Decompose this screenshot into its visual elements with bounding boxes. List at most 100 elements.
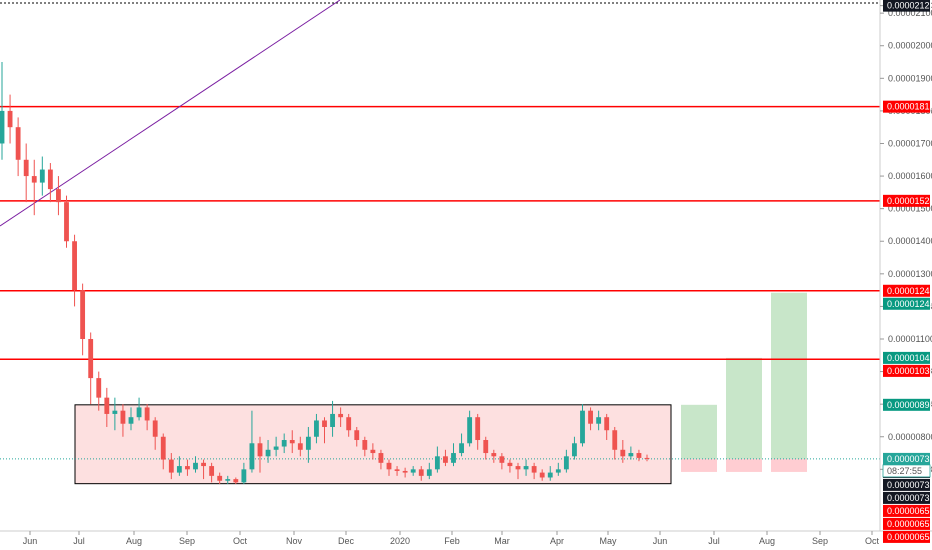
candle[interactable]	[580, 404, 585, 447]
candle[interactable]	[72, 234, 77, 307]
candle[interactable]	[539, 469, 545, 481]
candle[interactable]	[636, 449, 642, 462]
candle[interactable]	[410, 466, 416, 476]
candle[interactable]	[281, 433, 287, 454]
candles-layer[interactable]	[0, 62, 650, 484]
candle[interactable]	[160, 433, 166, 470]
candle[interactable]	[56, 176, 61, 216]
candle[interactable]	[23, 143, 29, 203]
stop-zone-1[interactable]	[681, 458, 717, 472]
candle[interactable]	[249, 410, 255, 473]
candle[interactable]	[7, 94, 13, 144]
candle-body	[547, 472, 553, 478]
candle[interactable]	[451, 443, 456, 467]
candle[interactable]	[588, 407, 593, 431]
candle[interactable]	[483, 436, 489, 460]
candle[interactable]	[555, 462, 561, 476]
candle[interactable]	[354, 426, 360, 447]
candle[interactable]	[547, 466, 553, 481]
candle[interactable]	[628, 446, 634, 460]
candle[interactable]	[152, 417, 158, 450]
candle[interactable]	[596, 410, 602, 431]
candle[interactable]	[225, 475, 231, 484]
candle[interactable]	[168, 453, 174, 480]
candle[interactable]	[386, 459, 392, 476]
candle[interactable]	[612, 426, 618, 460]
candle[interactable]	[434, 446, 440, 473]
candle[interactable]	[88, 332, 94, 405]
candle-body	[596, 417, 602, 424]
candle[interactable]	[314, 413, 319, 444]
price-tag-bg	[883, 452, 930, 465]
candle[interactable]	[604, 413, 610, 441]
candle[interactable]	[136, 397, 142, 421]
candle[interactable]	[402, 467, 408, 478]
candle[interactable]	[644, 454, 650, 462]
candle[interactable]	[338, 407, 344, 427]
candle[interactable]	[120, 404, 126, 437]
candle[interactable]	[15, 117, 21, 177]
candle[interactable]	[459, 433, 464, 457]
candle[interactable]	[297, 436, 303, 457]
stop-zone-3[interactable]	[771, 458, 807, 472]
candle[interactable]	[104, 387, 110, 427]
candle[interactable]	[362, 436, 368, 457]
candle[interactable]	[370, 443, 376, 460]
candle[interactable]	[0, 62, 5, 160]
candle[interactable]	[531, 462, 537, 480]
candle[interactable]	[64, 195, 69, 248]
candle[interactable]	[80, 283, 86, 356]
candle[interactable]	[257, 436, 263, 473]
candle-body	[322, 420, 327, 427]
price-tag-bg	[883, 194, 930, 207]
x-tick-label: Jun	[23, 536, 38, 546]
candle[interactable]	[572, 436, 577, 460]
candle[interactable]	[241, 462, 247, 484]
candle[interactable]	[322, 417, 327, 444]
candle-body	[378, 453, 384, 463]
candle[interactable]	[128, 407, 134, 431]
candle[interactable]	[265, 440, 271, 463]
target-zone-3[interactable]	[771, 292, 807, 459]
candle[interactable]	[112, 397, 118, 431]
candle-body	[64, 202, 69, 242]
candle[interactable]	[346, 413, 352, 437]
candle[interactable]	[467, 410, 473, 447]
candle[interactable]	[491, 449, 497, 463]
candle[interactable]	[201, 459, 206, 480]
target-zone-2[interactable]	[726, 357, 762, 459]
candle[interactable]	[523, 459, 529, 476]
candle[interactable]	[563, 449, 569, 473]
candle[interactable]	[144, 404, 150, 431]
candle[interactable]	[443, 449, 448, 467]
candle[interactable]	[193, 456, 198, 473]
candle[interactable]	[620, 440, 626, 463]
candle[interactable]	[499, 453, 505, 470]
trendline[interactable]	[0, 0, 341, 227]
candle[interactable]	[394, 466, 400, 476]
stop-zone-2[interactable]	[726, 458, 762, 472]
candle[interactable]	[475, 413, 481, 450]
candle[interactable]	[426, 462, 432, 480]
candle[interactable]	[31, 159, 37, 216]
candle[interactable]	[209, 462, 215, 483]
price-tag-label: 0.00001524	[887, 196, 932, 206]
candle[interactable]	[233, 477, 239, 484]
candle[interactable]	[289, 430, 295, 454]
candle[interactable]	[176, 456, 182, 476]
candle[interactable]	[96, 371, 102, 411]
candle[interactable]	[418, 466, 424, 481]
target-zone-1[interactable]	[681, 404, 717, 459]
candle[interactable]	[185, 459, 190, 476]
candle[interactable]	[507, 459, 513, 473]
candle[interactable]	[330, 400, 335, 437]
candle[interactable]	[515, 462, 521, 480]
candle[interactable]	[305, 426, 311, 463]
candle[interactable]	[378, 449, 384, 470]
candle[interactable]	[273, 436, 279, 457]
candle[interactable]	[47, 163, 53, 203]
price-tag: 0.00000655	[883, 517, 932, 530]
candle[interactable]	[217, 472, 223, 484]
candle[interactable]	[39, 156, 45, 196]
